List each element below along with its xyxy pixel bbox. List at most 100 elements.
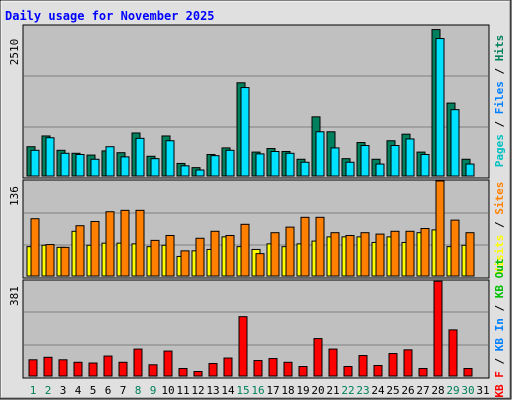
bottom-bar-kb-f-day-23 [358, 355, 368, 377]
top-bar-files-day-19 [300, 161, 310, 177]
legend-entry: KB Out [493, 258, 506, 298]
top-bar-files-day-30 [465, 163, 475, 177]
legend-entry: / [493, 114, 506, 134]
x-tick-label: 11 [176, 384, 189, 397]
top-ymax-label: 2510 [8, 39, 21, 66]
x-tick-label: 2 [45, 384, 52, 397]
bottom-bar-kb-f-day-29 [448, 329, 458, 377]
middle-bar-sites-day-20 [315, 216, 325, 277]
middle-legend: Visits / Sites [493, 182, 506, 275]
middle-bar-sites-day-19 [300, 216, 310, 277]
x-tick-label: 21 [326, 384, 339, 397]
middle-bar-sites-day-12 [195, 237, 205, 277]
bottom-bar-kb-f-day-7 [118, 361, 128, 377]
legend-entry: / [493, 215, 506, 235]
x-tick-label: 31 [476, 384, 489, 397]
bottom-bar-kb-f-day-15 [238, 316, 248, 377]
bottom-bar-kb-f-day-14 [223, 357, 233, 377]
middle-bar-sites-day-25 [390, 230, 400, 277]
top-bar-files-day-15 [240, 87, 250, 177]
bottom-bar-kb-f-day-21 [328, 348, 338, 377]
bottom-bar-kb-f-day-18 [283, 361, 293, 377]
middle-bar-sites-day-5 [90, 221, 100, 277]
middle-bar-sites-day-2 [45, 244, 55, 277]
middle-bar-sites-day-27 [420, 228, 430, 277]
legend-entry: Files [493, 81, 506, 114]
x-tick-label: 10 [161, 384, 174, 397]
bottom-bar-kb-f-day-1 [28, 359, 38, 377]
legend-entry: KB In [493, 318, 506, 351]
x-tick-label: 19 [296, 384, 309, 397]
bottom-bar-kb-f-day-28 [433, 280, 443, 377]
y-axis-labels: 2510 136 381 [8, 39, 21, 306]
top-bar-files-day-9 [150, 158, 160, 177]
top-bar-files-day-7 [120, 156, 130, 177]
middle-bar-sites-day-17 [270, 232, 280, 277]
bottom-bar-kb-f-day-11 [178, 368, 188, 377]
middle-bar-sites-day-9 [150, 239, 160, 277]
legend-entry: Sites [493, 182, 506, 215]
middle-bar-sites-day-15 [240, 223, 250, 277]
top-bar-files-day-5 [90, 158, 100, 177]
bottom-legend: KB F / KB In / KB Out [493, 258, 506, 397]
top-bar-files-day-10 [165, 140, 175, 177]
top-bar-files-day-24 [375, 163, 385, 177]
middle-ymax-label: 136 [8, 186, 21, 206]
middle-bar-sites-day-23 [360, 232, 370, 277]
x-tick-label: 17 [266, 384, 279, 397]
bars-layer [26, 29, 475, 377]
bottom-bar-kb-f-day-26 [403, 349, 413, 377]
top-bar-files-day-22 [345, 161, 355, 177]
x-tick-label: 8 [135, 384, 142, 397]
chart-title: Daily usage for November 2025 [5, 9, 215, 23]
x-tick-label: 13 [206, 384, 219, 397]
top-bar-files-day-14 [225, 149, 235, 177]
bottom-bar-kb-f-day-25 [388, 353, 398, 377]
x-tick-label: 25 [386, 384, 399, 397]
bottom-bar-kb-f-day-5 [88, 362, 98, 377]
top-bar-files-day-4 [75, 153, 85, 177]
top-bar-files-day-18 [285, 152, 295, 177]
bottom-bar-kb-f-day-12 [193, 371, 203, 377]
x-tick-label: 16 [251, 384, 264, 397]
top-bar-files-day-8 [135, 137, 145, 177]
top-bar-files-day-23 [360, 145, 370, 177]
bottom-bar-kb-f-day-9 [148, 364, 158, 377]
bottom-bar-kb-f-day-3 [58, 359, 68, 377]
bottom-bar-kb-f-day-19 [298, 366, 308, 377]
bottom-bar-kb-f-day-13 [208, 363, 218, 377]
bottom-bar-kb-f-day-6 [103, 355, 113, 377]
bottom-bar-kb-f-day-2 [43, 356, 53, 377]
bottom-bar-kb-f-day-24 [373, 365, 383, 377]
x-tick-label: 24 [371, 384, 385, 397]
top-bar-files-day-13 [210, 155, 220, 177]
top-bar-files-day-2 [45, 137, 55, 177]
bottom-bar-kb-f-day-4 [73, 361, 83, 377]
bottom-bar-kb-f-day-17 [268, 358, 278, 377]
bottom-bar-kb-f-day-22 [343, 366, 353, 377]
middle-bar-sites-day-29 [450, 219, 460, 277]
middle-bar-sites-day-10 [165, 234, 175, 277]
middle-bar-sites-day-7 [120, 209, 130, 277]
x-tick-label: 30 [461, 384, 474, 397]
legend-entry: / [493, 61, 506, 81]
middle-bar-sites-day-14 [225, 234, 235, 277]
bottom-bar-kb-f-day-27 [418, 368, 428, 377]
top-bar-files-day-16 [255, 153, 265, 177]
middle-bar-sites-day-30 [465, 232, 475, 277]
x-tick-label: 1 [30, 384, 37, 397]
top-bar-files-day-26 [405, 138, 415, 177]
top-bar-files-day-11 [180, 165, 190, 177]
top-bar-files-day-29 [450, 109, 460, 177]
x-tick-label: 4 [75, 384, 82, 397]
x-tick-label: 28 [431, 384, 444, 397]
legend-entry: / [493, 351, 506, 371]
middle-bar-sites-day-21 [330, 232, 340, 277]
top-bar-files-day-3 [60, 152, 70, 177]
x-tick-label: 29 [446, 384, 459, 397]
x-tick-label: 27 [416, 384, 429, 397]
middle-bar-sites-day-28 [435, 180, 445, 277]
legend-entry: KB F [493, 371, 506, 398]
